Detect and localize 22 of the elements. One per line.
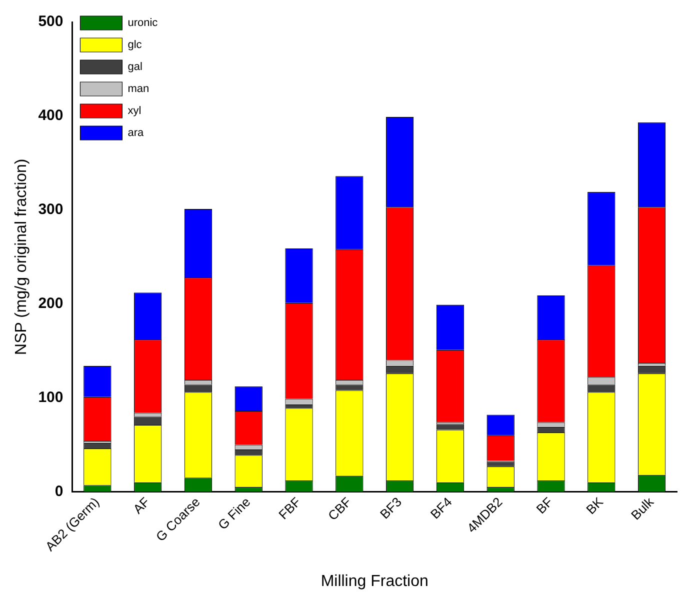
x-tick-label: BF4 [427, 494, 455, 522]
y-tick-label: 200 [38, 294, 64, 312]
y-axis-title: NSP (mg/g original fraction) [13, 158, 30, 355]
x-tick-label: G Fine [215, 494, 254, 532]
legend-label: uronic [128, 17, 158, 30]
x-tick-label: Bulk [628, 494, 657, 523]
x-tick-label: BK [583, 494, 606, 518]
legend-label: ara [128, 127, 145, 140]
legend-label: man [128, 83, 150, 96]
y-tick-label: 500 [38, 13, 64, 30]
y-tick-label: 100 [38, 388, 64, 406]
x-tick-label: CBF [325, 494, 354, 524]
x-tick-label: AF [130, 494, 153, 517]
legend-label: xyl [128, 105, 142, 118]
y-tick-label: 0 [54, 482, 64, 500]
x-axis-title: Milling Fraction [320, 572, 428, 590]
x-tick-label: BF [533, 494, 556, 517]
legend-label: gal [128, 61, 142, 74]
y-tick-label: 400 [38, 107, 64, 124]
x-tick-label: BF3 [376, 494, 404, 522]
legend-label: glc [128, 39, 142, 52]
y-tick-label: 300 [38, 201, 64, 218]
